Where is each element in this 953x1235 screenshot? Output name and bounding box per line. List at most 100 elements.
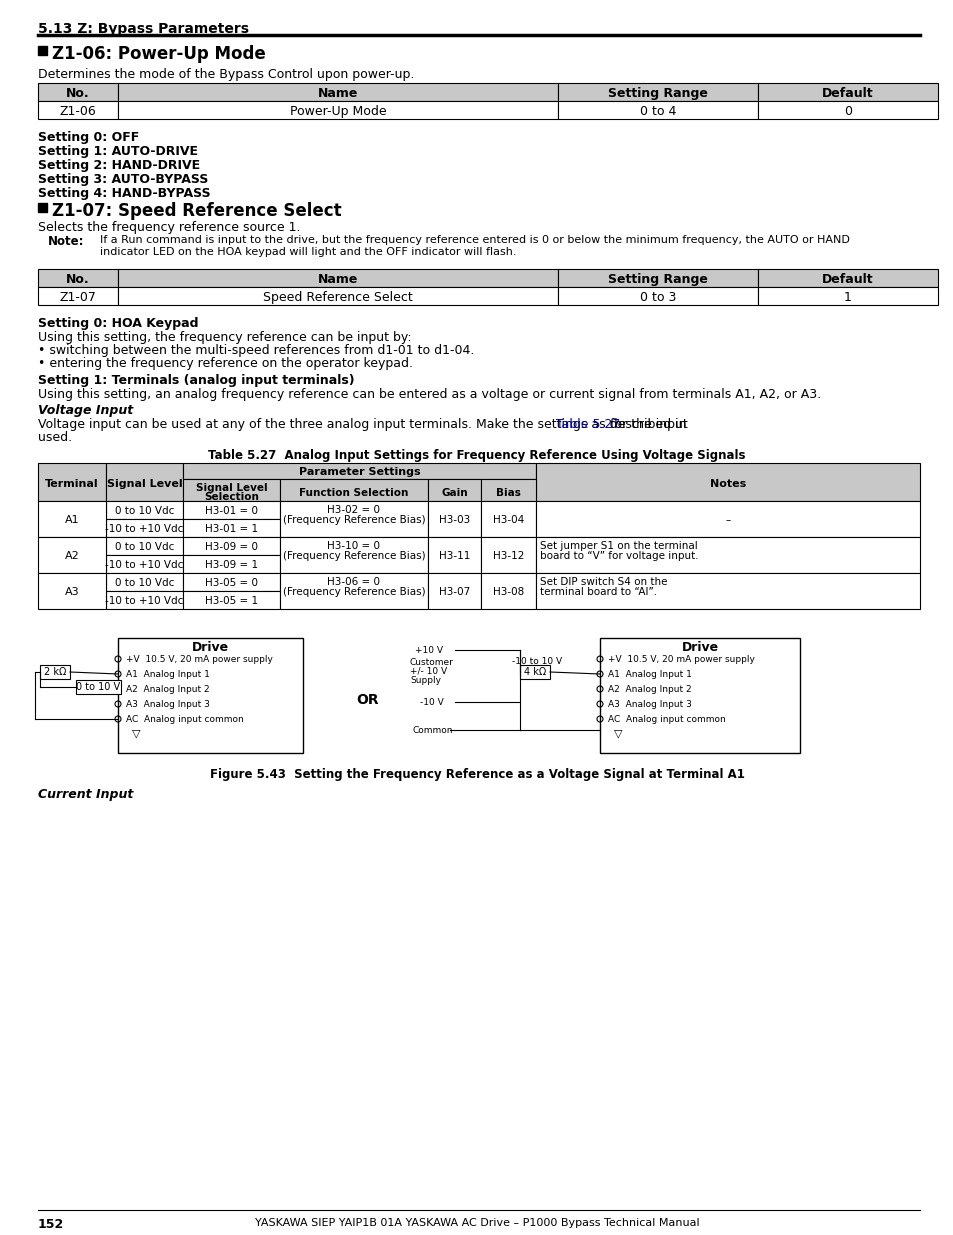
Text: Setting Range: Setting Range xyxy=(607,86,707,100)
Text: OR: OR xyxy=(356,693,379,706)
Bar xyxy=(480,573,536,609)
Bar xyxy=(38,537,106,573)
Bar xyxy=(280,573,428,609)
Bar xyxy=(428,479,480,501)
Bar xyxy=(106,573,183,592)
Text: 0: 0 xyxy=(843,105,851,119)
Bar xyxy=(758,101,937,119)
Text: H3-05 = 0: H3-05 = 0 xyxy=(205,578,257,588)
Text: Table 5.27: Table 5.27 xyxy=(556,417,619,431)
Bar xyxy=(106,555,183,573)
Text: Current Input: Current Input xyxy=(38,788,133,802)
Bar xyxy=(38,573,106,609)
Text: Note:: Note: xyxy=(48,235,85,248)
Text: H3-05 = 1: H3-05 = 1 xyxy=(205,597,258,606)
Text: H3-01 = 0: H3-01 = 0 xyxy=(205,506,257,516)
Text: Terminal: Terminal xyxy=(45,479,99,489)
Text: 0 to 4: 0 to 4 xyxy=(639,105,676,119)
Bar xyxy=(106,537,183,555)
Text: If a Run command is input to the drive, but the frequency reference entered is 0: If a Run command is input to the drive, … xyxy=(100,235,849,245)
Text: -10 to +10 Vdc: -10 to +10 Vdc xyxy=(105,597,184,606)
Text: Setting 3: AUTO-BYPASS: Setting 3: AUTO-BYPASS xyxy=(38,173,208,186)
Text: Z1-06: Z1-06 xyxy=(59,105,96,119)
Text: Signal Level: Signal Level xyxy=(195,483,267,493)
Bar xyxy=(558,269,758,287)
Bar xyxy=(558,83,758,101)
Text: used.: used. xyxy=(38,431,72,445)
Text: Setting 0: HOA Keypad: Setting 0: HOA Keypad xyxy=(38,317,198,330)
Text: -10 to +10 Vdc: -10 to +10 Vdc xyxy=(105,524,184,534)
Text: Using this setting, the frequency reference can be input by:: Using this setting, the frequency refere… xyxy=(38,331,411,345)
Text: Function Selection: Function Selection xyxy=(299,488,408,498)
Bar xyxy=(480,501,536,537)
Text: H3-09 = 0: H3-09 = 0 xyxy=(205,542,257,552)
Text: Default: Default xyxy=(821,86,873,100)
Bar xyxy=(758,83,937,101)
Text: Notes: Notes xyxy=(709,479,745,489)
Text: Setting 0: OFF: Setting 0: OFF xyxy=(38,131,139,144)
Text: A1  Analog Input 1: A1 Analog Input 1 xyxy=(607,671,691,679)
Text: H3-03: H3-03 xyxy=(438,515,470,525)
Text: Common: Common xyxy=(413,726,453,735)
Bar xyxy=(118,638,303,753)
Bar xyxy=(428,501,480,537)
Text: (Frequency Reference Bias): (Frequency Reference Bias) xyxy=(282,551,425,561)
Text: Drive: Drive xyxy=(192,641,229,655)
Text: +10 V: +10 V xyxy=(415,646,442,655)
Text: H3-11: H3-11 xyxy=(438,551,470,561)
Bar xyxy=(536,573,919,609)
Text: ▽: ▽ xyxy=(132,727,140,739)
Text: Setting Range: Setting Range xyxy=(607,273,707,287)
Text: A3  Analog Input 3: A3 Analog Input 3 xyxy=(126,700,210,709)
Bar xyxy=(428,573,480,609)
Text: H3-07: H3-07 xyxy=(438,587,470,597)
Text: 4 kΩ: 4 kΩ xyxy=(523,667,545,677)
Bar xyxy=(480,537,536,573)
Text: Using this setting, an analog frequency reference can be entered as a voltage or: Using this setting, an analog frequency … xyxy=(38,388,821,401)
Text: Bias: Bias xyxy=(496,488,520,498)
Bar xyxy=(118,83,558,101)
Text: +/- 10 V: +/- 10 V xyxy=(410,667,447,676)
Text: 2 kΩ: 2 kΩ xyxy=(44,667,66,677)
Text: Z1-07: Z1-07 xyxy=(59,291,96,304)
Bar xyxy=(106,463,183,501)
Text: Set jumper S1 on the terminal: Set jumper S1 on the terminal xyxy=(539,541,697,551)
Text: • switching between the multi-speed references from d1-01 to d1-04.: • switching between the multi-speed refe… xyxy=(38,345,474,357)
Bar xyxy=(536,501,919,537)
Bar xyxy=(183,573,280,592)
Text: Name: Name xyxy=(317,86,357,100)
Bar xyxy=(519,664,550,679)
Bar xyxy=(38,501,106,537)
Bar xyxy=(183,463,536,479)
Text: H3-09 = 1: H3-09 = 1 xyxy=(205,559,258,571)
Text: Setting 1: Terminals (analog input terminals): Setting 1: Terminals (analog input termi… xyxy=(38,374,355,387)
Text: Figure 5.43  Setting the Frequency Reference as a Voltage Signal at Terminal A1: Figure 5.43 Setting the Frequency Refere… xyxy=(210,768,743,781)
Bar xyxy=(183,519,280,537)
Bar xyxy=(118,269,558,287)
Bar xyxy=(480,479,536,501)
Bar xyxy=(106,519,183,537)
Bar xyxy=(183,537,280,555)
Bar xyxy=(558,287,758,305)
Bar xyxy=(536,537,919,573)
Text: (Frequency Reference Bias): (Frequency Reference Bias) xyxy=(282,515,425,525)
Bar xyxy=(536,463,919,501)
Bar xyxy=(38,269,118,287)
Bar xyxy=(428,537,480,573)
Bar xyxy=(38,203,47,212)
Text: Customer: Customer xyxy=(410,658,454,667)
Text: board to “V” for voltage input.: board to “V” for voltage input. xyxy=(539,551,698,561)
Bar xyxy=(280,537,428,573)
Bar xyxy=(118,287,558,305)
Text: -10 to +10 Vdc: -10 to +10 Vdc xyxy=(105,559,184,571)
Bar xyxy=(183,555,280,573)
Text: Determines the mode of the Bypass Control upon power-up.: Determines the mode of the Bypass Contro… xyxy=(38,68,414,82)
Text: -10 to 10 V: -10 to 10 V xyxy=(512,657,561,666)
Bar xyxy=(106,592,183,609)
Text: H3-02 = 0: H3-02 = 0 xyxy=(327,505,380,515)
Text: 0 to 3: 0 to 3 xyxy=(639,291,676,304)
Text: Power-Up Mode: Power-Up Mode xyxy=(290,105,386,119)
Text: No.: No. xyxy=(66,86,90,100)
Text: Drive: Drive xyxy=(680,641,718,655)
Text: Setting 2: HAND-DRIVE: Setting 2: HAND-DRIVE xyxy=(38,159,200,172)
